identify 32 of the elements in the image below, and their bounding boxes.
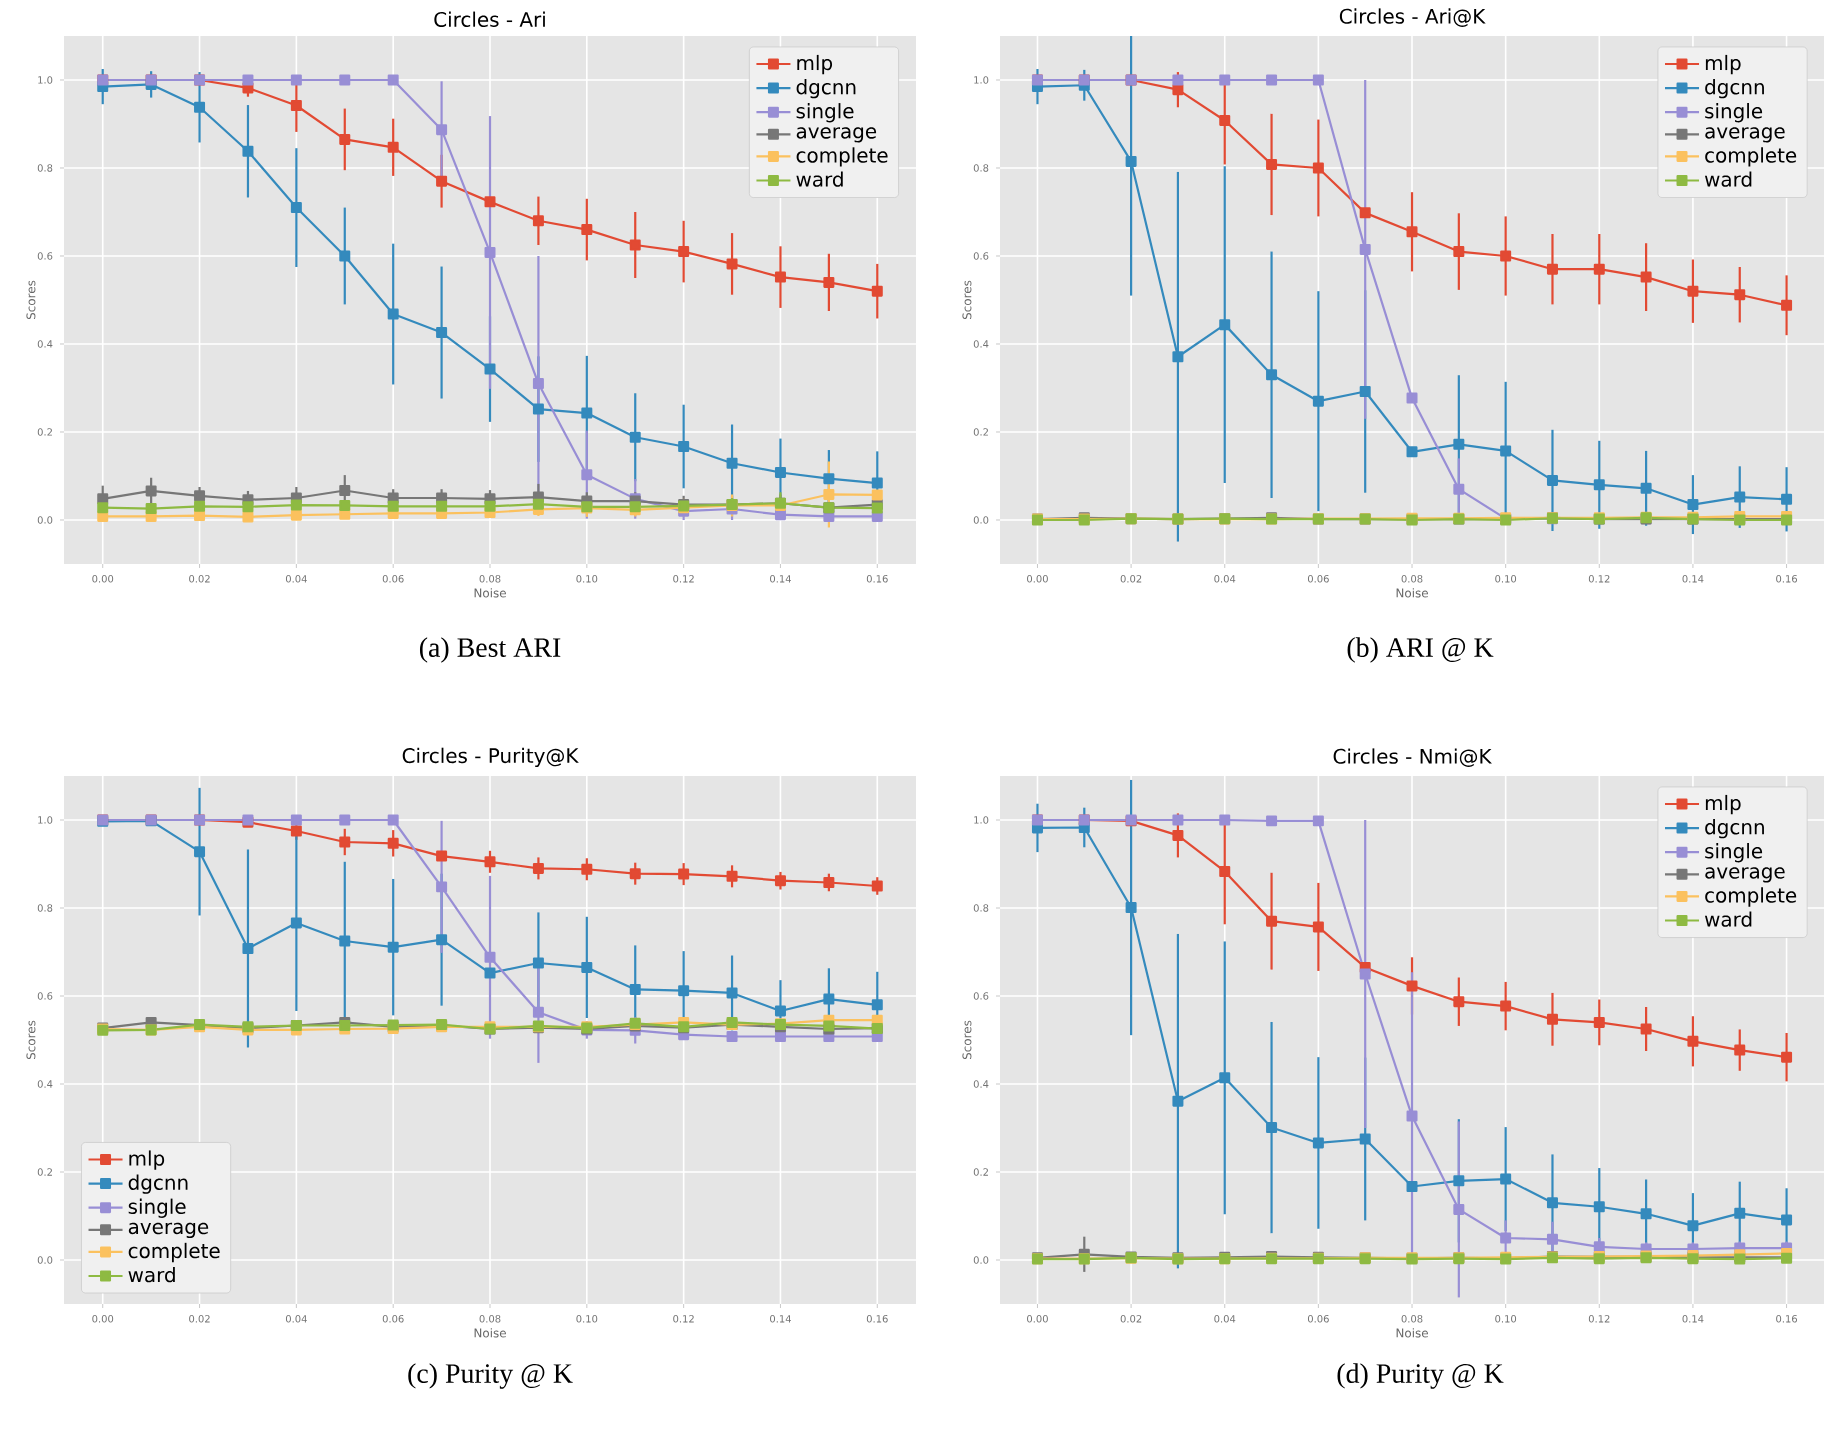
legend-label: single [1705, 843, 1763, 863]
chart-title: Circles - Ari [434, 11, 545, 27]
text: (d) Purity @ K [1337, 1363, 1504, 1389]
legend-label: mlp [1705, 54, 1741, 75]
text: (c) Purity @ K [408, 1363, 573, 1389]
legend-label: ward [1704, 911, 1752, 927]
text: (a) Best ARI [419, 637, 561, 663]
legend-label: average [1705, 867, 1785, 883]
legend-label: complete [1705, 887, 1797, 907]
legend-label: average [796, 127, 877, 143]
legend-label: single [128, 1198, 186, 1218]
legend-label: ward [1704, 171, 1752, 187]
legend-label: ward [128, 1266, 175, 1283]
legend-label: mlp [797, 54, 833, 75]
legend-label: single [796, 103, 854, 123]
legend-label: single [1705, 103, 1763, 123]
legend-label: mlp [1705, 794, 1741, 815]
legend-label: complete [796, 147, 888, 167]
text: (b) ARI @ K [1347, 637, 1494, 663]
legend-label: dgcnn [128, 1174, 188, 1194]
legend-label: dgcnn [1705, 819, 1764, 839]
legend-label: complete [128, 1242, 220, 1263]
legend-label: complete [1705, 147, 1797, 167]
chart-title: Circles - Nmi@K [1333, 748, 1492, 768]
legend-label: average [128, 1222, 209, 1239]
legend-label: ward [796, 171, 843, 187]
chart-title: Circles - Purity@K [402, 747, 579, 768]
legend-label: dgcnn [796, 79, 856, 99]
chart-title: Circles - Ari@K [1339, 8, 1486, 27]
legend-label: mlp [129, 1150, 165, 1170]
legend-label: average [1705, 127, 1785, 143]
legend-label: dgcnn [1705, 79, 1764, 99]
